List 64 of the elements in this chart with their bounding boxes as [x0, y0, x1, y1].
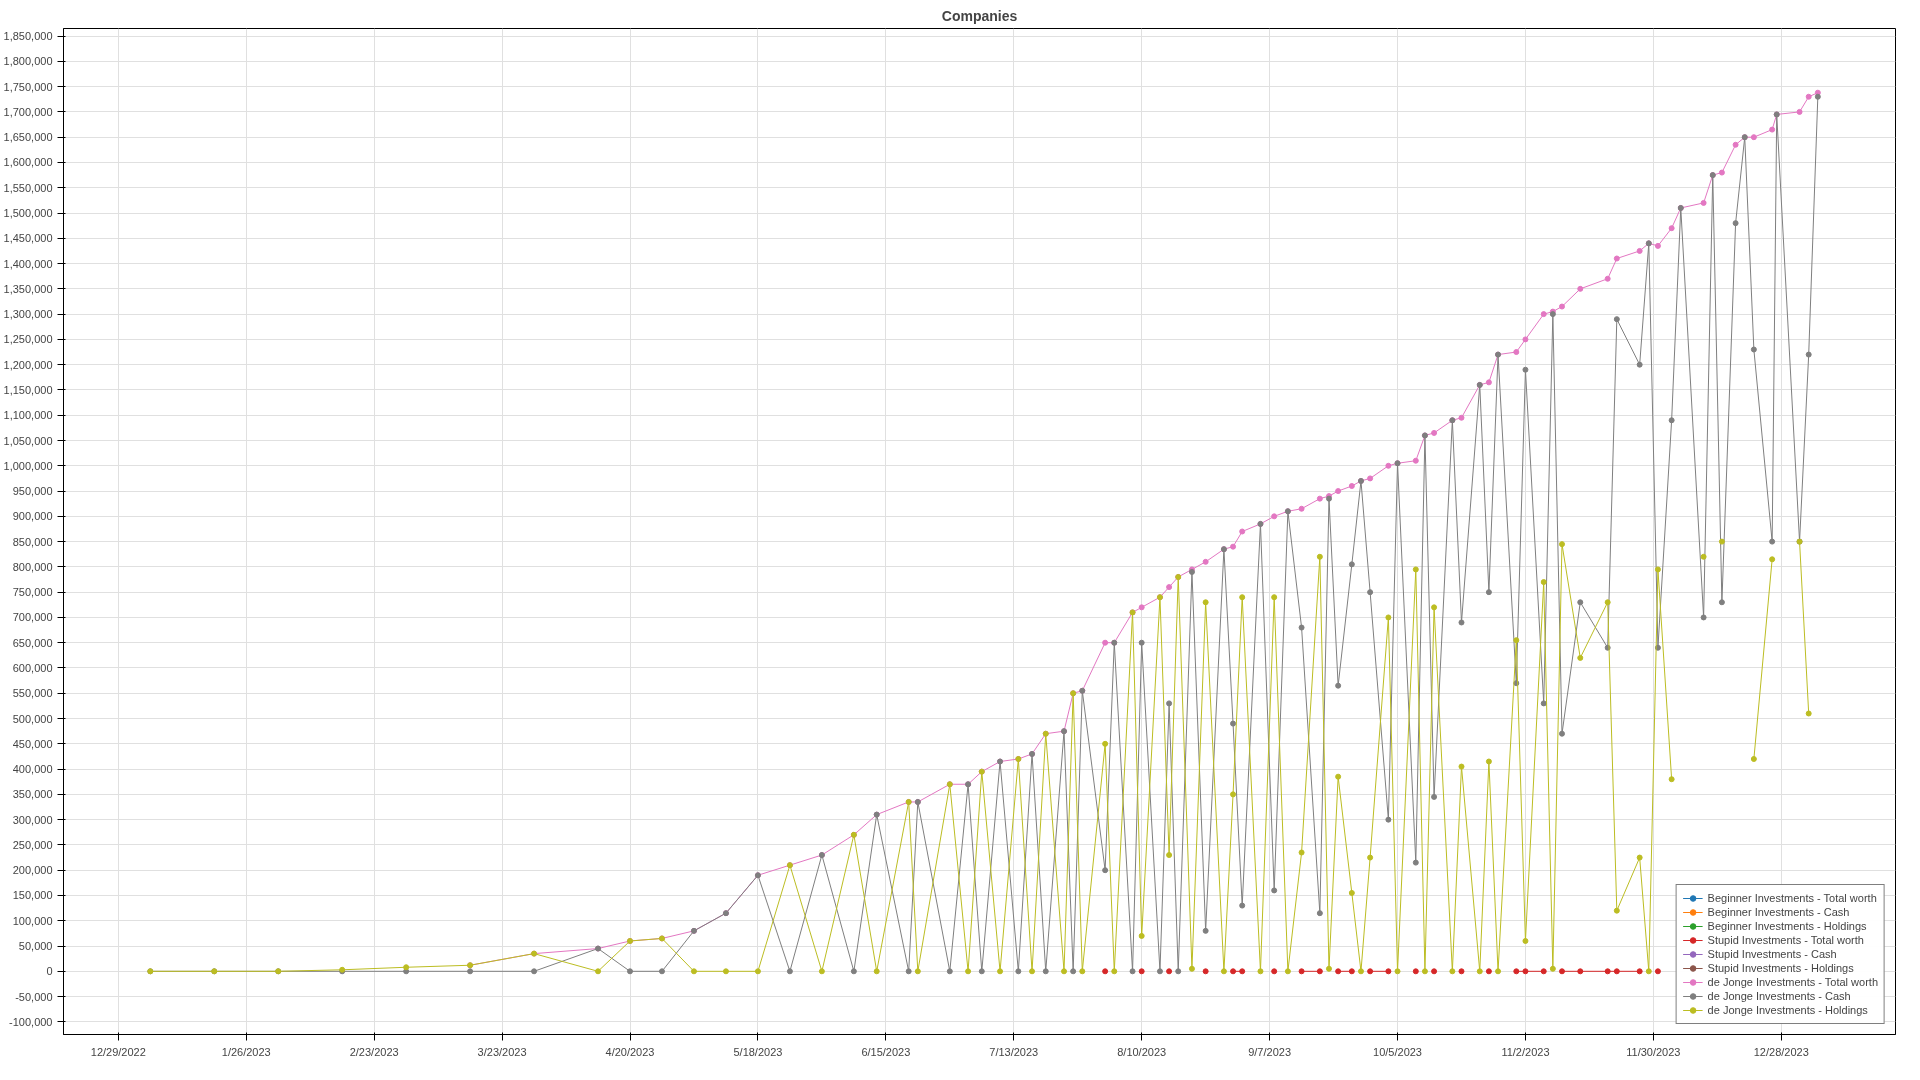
x-tick-label: 5/18/2023 — [733, 1045, 783, 1058]
y-tick-label: 1,000,000 — [3, 459, 53, 472]
x-tick-label: 7/13/2023 — [989, 1045, 1039, 1058]
legend-label: de Jonge Investments - Holdings — [1707, 1003, 1868, 1017]
legend-label: Stupid Investments - Cash — [1707, 947, 1837, 961]
y-tick-label: 1,450,000 — [3, 232, 53, 245]
y-tick-label: 1,700,000 — [3, 105, 53, 118]
x-tick-label: 10/5/2023 — [1373, 1045, 1422, 1058]
x-tick-label: 6/15/2023 — [861, 1045, 911, 1058]
chart-title: Companies — [941, 7, 1018, 24]
y-tick-label: 1,150,000 — [3, 383, 53, 396]
y-tick-label: 850,000 — [12, 535, 53, 548]
y-tick-label: 200,000 — [12, 864, 53, 877]
y-tick-label: 550,000 — [12, 687, 53, 700]
y-tick-label: 950,000 — [12, 485, 53, 498]
y-tick-label: -100,000 — [9, 1015, 53, 1028]
legend-label: Stupid Investments - Holdings — [1707, 961, 1854, 975]
x-tick-label: 11/2/2023 — [1501, 1045, 1550, 1058]
y-tick-label: -50,000 — [15, 990, 53, 1003]
y-tick-label: 1,750,000 — [3, 80, 53, 93]
x-tick-label: 2/23/2023 — [349, 1045, 399, 1058]
legend-label: de Jonge Investments - Total worth — [1707, 975, 1878, 989]
x-tick-label: 9/7/2023 — [1248, 1045, 1292, 1058]
legend-label: Stupid Investments - Total worth — [1707, 933, 1864, 947]
y-tick-label: 100,000 — [12, 914, 53, 927]
y-tick-label: 750,000 — [12, 586, 53, 599]
x-tick-label: 12/29/2022 — [90, 1045, 146, 1058]
y-tick-label: 1,500,000 — [3, 207, 53, 220]
legend-label: Beginner Investments - Total worth — [1707, 891, 1877, 905]
y-tick-label: 1,400,000 — [3, 257, 53, 270]
y-tick-label: 800,000 — [12, 560, 53, 573]
x-tick-label: 3/23/2023 — [477, 1045, 527, 1058]
y-tick-label: 150,000 — [12, 889, 53, 902]
legend-label: Beginner Investments - Cash — [1707, 905, 1850, 919]
y-tick-label: 50,000 — [18, 940, 53, 953]
x-tick-label: 12/28/2023 — [1753, 1045, 1809, 1058]
y-tick-label: 1,350,000 — [3, 282, 53, 295]
y-tick-label: 1,550,000 — [3, 181, 53, 194]
y-tick-label: 350,000 — [12, 788, 53, 801]
y-tick-label: 600,000 — [12, 661, 53, 674]
x-tick-label: 4/20/2023 — [605, 1045, 655, 1058]
x-tick-label: 11/30/2023 — [1626, 1045, 1681, 1058]
y-tick-label: 1,800,000 — [3, 55, 53, 68]
y-tick-label: 1,250,000 — [3, 333, 53, 346]
legend-label: Beginner Investments - Holdings — [1707, 919, 1867, 933]
y-tick-label: 650,000 — [12, 636, 53, 649]
y-tick-label: 400,000 — [12, 763, 53, 776]
y-tick-label: 1,050,000 — [3, 434, 53, 447]
y-tick-label: 450,000 — [12, 737, 53, 750]
y-tick-label: 1,200,000 — [3, 358, 53, 371]
y-tick-label: 900,000 — [12, 510, 53, 523]
y-tick-label: 700,000 — [12, 611, 53, 624]
y-tick-label: 1,100,000 — [3, 409, 53, 422]
legend-label: de Jonge Investments - Cash — [1707, 989, 1851, 1003]
x-tick-label: 8/10/2023 — [1117, 1045, 1167, 1058]
y-tick-label: 1,850,000 — [3, 30, 53, 43]
x-tick-label: 1/26/2023 — [221, 1045, 271, 1058]
y-tick-label: 1,650,000 — [3, 131, 53, 144]
y-tick-label: 300,000 — [12, 813, 53, 826]
y-tick-label: 250,000 — [12, 838, 53, 851]
y-tick-label: 0 — [46, 965, 53, 978]
y-tick-label: 1,600,000 — [3, 156, 53, 169]
y-tick-label: 500,000 — [12, 712, 53, 725]
y-tick-label: 1,300,000 — [3, 308, 53, 321]
